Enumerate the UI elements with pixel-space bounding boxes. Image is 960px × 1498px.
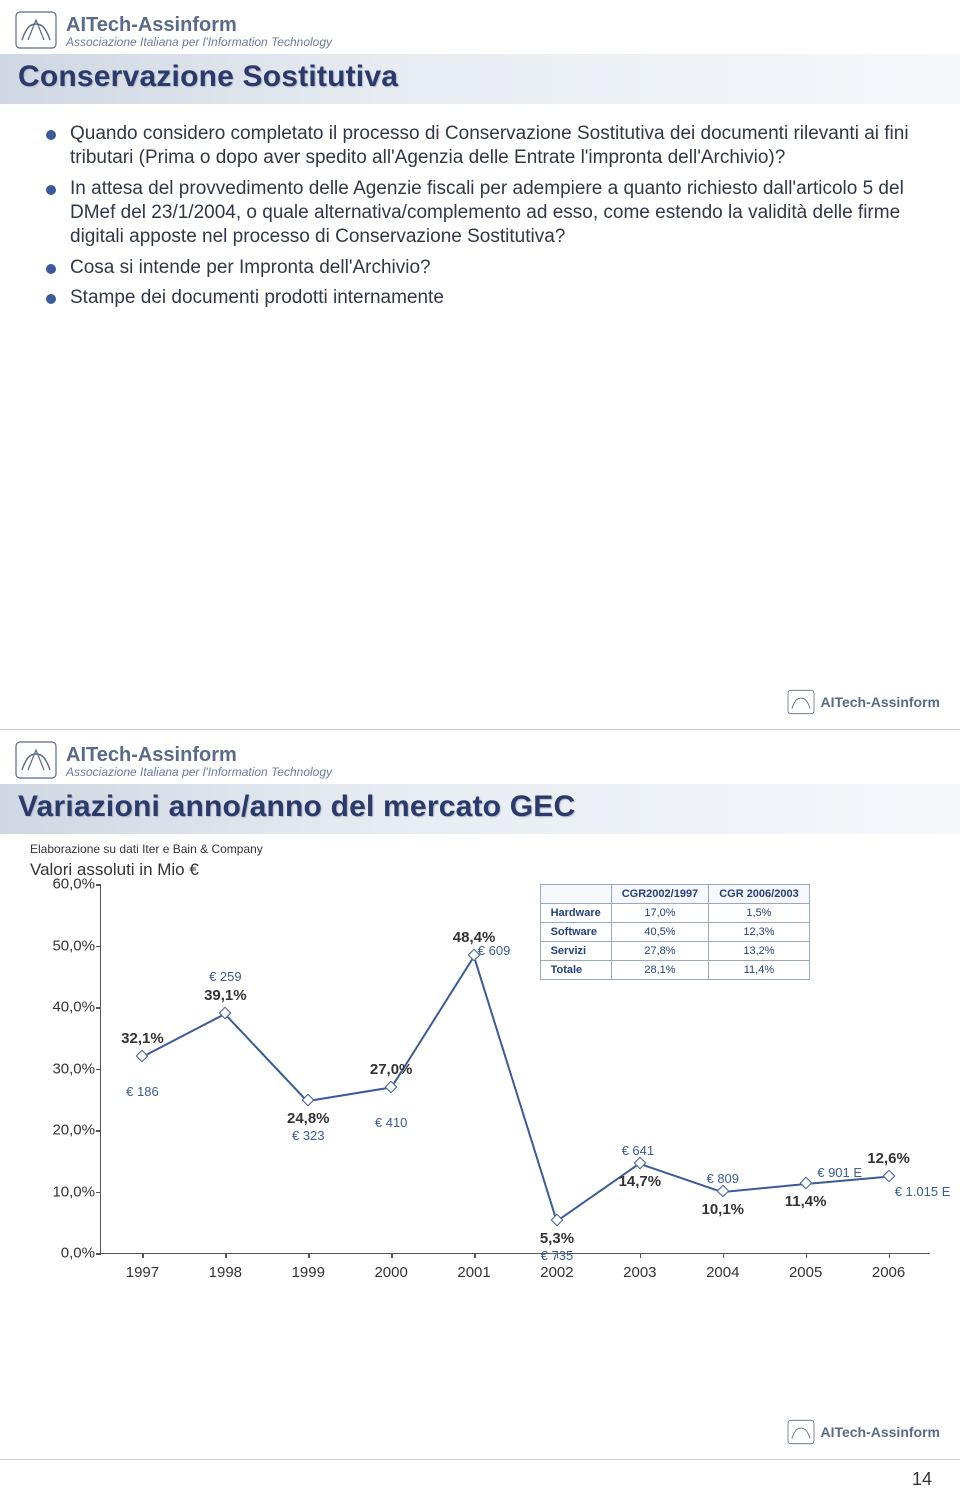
table-header bbox=[540, 885, 611, 904]
table-cell: 27,8% bbox=[611, 942, 708, 961]
chart: 0,0%10,0%20,0%30,0%40,0%50,0%60,0%199719… bbox=[30, 884, 940, 1294]
data-point bbox=[302, 1094, 315, 1107]
x-tick-label: 2000 bbox=[374, 1264, 407, 1281]
value-label: 12,6% bbox=[867, 1150, 910, 1167]
slide-2: AITech-Assinform Associazione Italiana p… bbox=[0, 730, 960, 1460]
emblem-icon bbox=[14, 740, 58, 780]
table-cell: 13,2% bbox=[709, 942, 810, 961]
table-header: CGR 2006/2003 bbox=[709, 885, 810, 904]
y-tick-label: 20,0% bbox=[35, 1122, 95, 1139]
slide1-title: Conservazione Sostitutiva bbox=[18, 60, 942, 94]
y-tick-label: 50,0% bbox=[35, 937, 95, 954]
x-tick-label: 2004 bbox=[706, 1264, 739, 1281]
brand-tagline: Associazione Italiana per l'Information … bbox=[66, 36, 332, 49]
euro-label: € 901 E bbox=[817, 1165, 862, 1180]
table-cell: 28,1% bbox=[611, 961, 708, 980]
euro-label: € 186 bbox=[126, 1084, 159, 1099]
bullet-item: Stampe dei documenti prodotti internamen… bbox=[46, 286, 920, 310]
table-cell: 11,4% bbox=[709, 961, 810, 980]
bullet-list: Quando considero completato il processo … bbox=[46, 122, 920, 310]
line-segment bbox=[308, 1087, 391, 1102]
page-number: 14 bbox=[912, 1469, 932, 1490]
brand-tagline: Associazione Italiana per l'Information … bbox=[66, 766, 332, 779]
line-segment bbox=[473, 956, 557, 1222]
footer-logo: AITech-Assinform bbox=[786, 689, 940, 715]
data-point bbox=[882, 1169, 895, 1182]
data-point bbox=[633, 1156, 646, 1169]
emblem-icon bbox=[786, 1419, 816, 1445]
title-band: Variazioni anno/anno del mercato GEC bbox=[0, 784, 960, 834]
value-label: 14,7% bbox=[619, 1173, 662, 1190]
value-label: 32,1% bbox=[121, 1030, 164, 1047]
table-row: Servizi27,8%13,2% bbox=[540, 942, 809, 961]
data-point bbox=[136, 1049, 149, 1062]
bullet-item: Quando considero completato il processo … bbox=[46, 122, 920, 171]
euro-label: € 410 bbox=[375, 1115, 408, 1130]
footer-brand: AITech-Assinform bbox=[820, 1424, 940, 1440]
emblem-icon bbox=[14, 10, 58, 50]
logo-text: AITech-Assinform Associazione Italiana p… bbox=[66, 10, 332, 49]
y-tick-label: 30,0% bbox=[35, 1060, 95, 1077]
euro-label: € 323 bbox=[292, 1128, 325, 1143]
table-cell: Hardware bbox=[540, 904, 611, 923]
x-tick-label: 1997 bbox=[126, 1264, 159, 1281]
data-point bbox=[385, 1081, 398, 1094]
header: AITech-Assinform Associazione Italiana p… bbox=[0, 0, 960, 54]
y-tick-label: 10,0% bbox=[35, 1183, 95, 1200]
x-tick-label: 2006 bbox=[872, 1264, 905, 1281]
x-tick-label: 2003 bbox=[623, 1264, 656, 1281]
euro-label: € 609 bbox=[478, 943, 511, 958]
table-cell: 17,0% bbox=[611, 904, 708, 923]
table-cell: Totale bbox=[540, 961, 611, 980]
x-tick-label: 2002 bbox=[540, 1264, 573, 1281]
x-tick-label: 2005 bbox=[789, 1264, 822, 1281]
data-point bbox=[716, 1185, 729, 1198]
cgr-table: CGR2002/1997CGR 2006/2003Hardware17,0%1,… bbox=[540, 884, 810, 980]
chart-subtitle: Valori assoluti in Mio € bbox=[0, 860, 960, 884]
table-row: Hardware17,0%1,5% bbox=[540, 904, 809, 923]
slide-1: AITech-Assinform Associazione Italiana p… bbox=[0, 0, 960, 730]
data-point bbox=[799, 1177, 812, 1190]
logo-text: AITech-Assinform Associazione Italiana p… bbox=[66, 740, 332, 779]
y-tick-label: 60,0% bbox=[35, 876, 95, 893]
table-row: Totale28,1%11,4% bbox=[540, 961, 809, 980]
table-cell: 12,3% bbox=[709, 923, 810, 942]
euro-label: € 735 bbox=[541, 1248, 574, 1263]
brand-name: AITech-Assinform bbox=[66, 14, 332, 36]
x-tick-label: 1999 bbox=[292, 1264, 325, 1281]
x-tick-label: 1998 bbox=[209, 1264, 242, 1281]
euro-label: € 259 bbox=[209, 969, 242, 984]
line-segment bbox=[225, 1013, 309, 1102]
table-cell: Software bbox=[540, 923, 611, 942]
y-tick-label: 40,0% bbox=[35, 999, 95, 1016]
line-segment bbox=[557, 1163, 641, 1222]
footer-logo: AITech-Assinform bbox=[786, 1419, 940, 1445]
slide1-body: Quando considero completato il processo … bbox=[0, 104, 960, 326]
footer-brand: AITech-Assinform bbox=[820, 694, 940, 710]
euro-label: € 641 bbox=[622, 1143, 655, 1158]
y-tick-label: 0,0% bbox=[35, 1245, 95, 1262]
brand-name: AITech-Assinform bbox=[66, 744, 332, 766]
x-tick-label: 2001 bbox=[457, 1264, 490, 1281]
table-cell: 40,5% bbox=[611, 923, 708, 942]
value-label: 5,3% bbox=[540, 1230, 574, 1247]
emblem-icon bbox=[786, 689, 816, 715]
table-header: CGR2002/1997 bbox=[611, 885, 708, 904]
value-label: 39,1% bbox=[204, 987, 247, 1004]
bullet-item: In attesa del provvedimento delle Agenzi… bbox=[46, 177, 920, 250]
value-label: 24,8% bbox=[287, 1110, 330, 1127]
table-cell: Servizi bbox=[540, 942, 611, 961]
table-row: Software40,5%12,3% bbox=[540, 923, 809, 942]
bullet-item: Cosa si intende per Impronta dell'Archiv… bbox=[46, 256, 920, 280]
chart-source: Elaborazione su dati Iter e Bain & Compa… bbox=[0, 834, 960, 860]
header: AITech-Assinform Associazione Italiana p… bbox=[0, 730, 960, 784]
value-label: 27,0% bbox=[370, 1061, 413, 1078]
title-band: Conservazione Sostitutiva bbox=[0, 54, 960, 104]
value-label: 10,1% bbox=[701, 1201, 744, 1218]
value-label: 11,4% bbox=[785, 1193, 827, 1210]
euro-label: € 1.015 E bbox=[895, 1184, 951, 1199]
euro-label: € 809 bbox=[706, 1171, 739, 1186]
table-cell: 1,5% bbox=[709, 904, 810, 923]
slide2-title: Variazioni anno/anno del mercato GEC bbox=[18, 790, 942, 824]
